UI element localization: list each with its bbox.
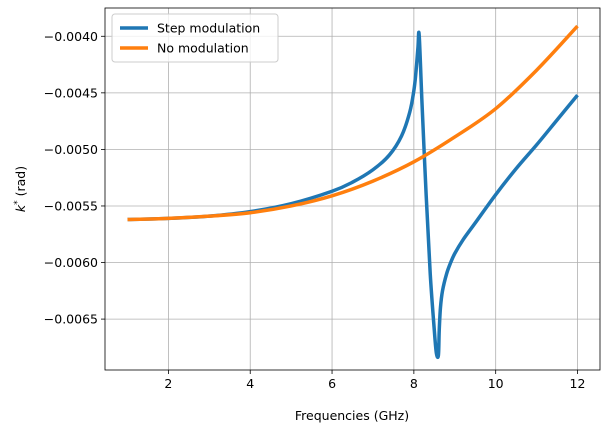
legend-box	[111, 13, 279, 63]
y-tick-label: −0.0045	[44, 85, 98, 100]
x-tick-label: 8	[410, 376, 418, 391]
y-tick-label: −0.0065	[44, 312, 98, 327]
series-line-no-modulation	[127, 24, 579, 222]
y-tick-label: −0.0040	[44, 29, 98, 44]
series-layer	[127, 24, 579, 360]
x-tick-label: 6	[328, 376, 336, 391]
y-tick-label: −0.0055	[44, 198, 98, 213]
y-tick-label: −0.0060	[44, 255, 98, 270]
x-tick-label: 12	[570, 376, 586, 391]
x-tick-label: 2	[164, 376, 172, 391]
y-axis-label-unit: (rad)	[13, 166, 28, 197]
y-tick-label: −0.0050	[44, 142, 98, 157]
y-axis-label: k* (rad)	[13, 166, 28, 212]
legend: Step modulation No modulation	[111, 13, 279, 63]
tick-layer: 2 4 6 8 10 12 −0.0040 −0.0045 −0.0050 −0.0055 −0.0…	[44, 29, 586, 391]
series-line-step-modulation	[127, 30, 579, 360]
x-tick-label: 10	[488, 376, 504, 391]
plot-frame	[104, 7, 601, 371]
x-axis-label: Frequencies (GHz)	[295, 408, 409, 423]
legend-label-no-modulation: No modulation	[157, 41, 249, 56]
y-axis-label-sup: *	[13, 200, 23, 205]
y-axis-label-base: k	[13, 204, 28, 212]
x-tick-label: 4	[246, 376, 254, 391]
legend-label-step-modulation: Step modulation	[157, 21, 260, 36]
